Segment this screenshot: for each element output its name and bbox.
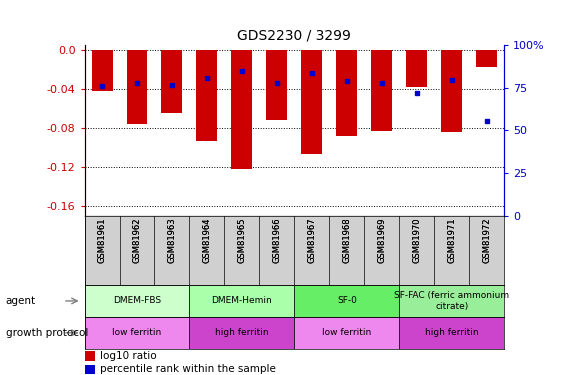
Bar xyxy=(85,317,189,349)
Text: GSM81963: GSM81963 xyxy=(167,218,177,263)
Title: GDS2230 / 3299: GDS2230 / 3299 xyxy=(237,28,352,42)
Bar xyxy=(301,50,322,154)
Bar xyxy=(85,285,189,317)
Text: GSM81961: GSM81961 xyxy=(97,218,107,263)
Text: low ferritin: low ferritin xyxy=(113,328,161,338)
Text: SF-FAC (ferric ammonium
citrate): SF-FAC (ferric ammonium citrate) xyxy=(394,291,510,310)
Text: GSM81965: GSM81965 xyxy=(237,218,247,263)
Bar xyxy=(189,285,294,317)
Text: GSM81964: GSM81964 xyxy=(202,218,212,263)
Bar xyxy=(196,50,217,141)
Text: SF-0: SF-0 xyxy=(337,296,357,305)
Bar xyxy=(85,351,94,361)
Bar xyxy=(371,50,392,131)
Text: GSM81969: GSM81969 xyxy=(377,218,387,263)
Text: GSM81967: GSM81967 xyxy=(307,218,317,263)
Text: GSM81965: GSM81965 xyxy=(237,218,247,263)
Text: GSM81970: GSM81970 xyxy=(412,218,422,263)
Text: GSM81972: GSM81972 xyxy=(482,218,491,263)
Text: DMEM-Hemin: DMEM-Hemin xyxy=(212,296,272,305)
Bar xyxy=(294,317,399,349)
Bar xyxy=(189,317,294,349)
Text: DMEM-FBS: DMEM-FBS xyxy=(113,296,161,305)
Bar xyxy=(161,50,182,113)
Text: GSM81971: GSM81971 xyxy=(447,218,456,263)
Text: GSM81966: GSM81966 xyxy=(272,218,282,263)
Bar xyxy=(406,50,427,87)
Text: GSM81968: GSM81968 xyxy=(342,218,352,263)
Text: GSM81962: GSM81962 xyxy=(132,218,142,263)
Text: percentile rank within the sample: percentile rank within the sample xyxy=(100,364,276,374)
Text: GSM81962: GSM81962 xyxy=(132,218,142,263)
Bar xyxy=(399,285,504,317)
Bar xyxy=(231,50,252,169)
Text: GSM81963: GSM81963 xyxy=(167,218,177,263)
Bar xyxy=(266,50,287,120)
Text: GSM81972: GSM81972 xyxy=(482,218,491,263)
Text: GSM81969: GSM81969 xyxy=(377,218,387,263)
Text: GSM81961: GSM81961 xyxy=(97,218,107,263)
Text: log10 ratio: log10 ratio xyxy=(100,351,156,361)
Text: growth protocol: growth protocol xyxy=(6,328,88,338)
Bar xyxy=(294,285,399,317)
Bar xyxy=(127,50,147,124)
Text: GSM81966: GSM81966 xyxy=(272,218,282,263)
Bar xyxy=(441,50,462,132)
Text: low ferritin: low ferritin xyxy=(322,328,371,338)
Text: GSM81964: GSM81964 xyxy=(202,218,212,263)
Text: high ferritin: high ferritin xyxy=(215,328,269,338)
Bar xyxy=(85,364,94,374)
Text: GSM81971: GSM81971 xyxy=(447,218,456,263)
Bar xyxy=(336,50,357,136)
Text: GSM81970: GSM81970 xyxy=(412,218,422,263)
Text: GSM81968: GSM81968 xyxy=(342,218,352,263)
Text: high ferritin: high ferritin xyxy=(425,328,479,338)
Bar xyxy=(92,50,113,91)
Text: GSM81967: GSM81967 xyxy=(307,218,317,263)
Bar xyxy=(476,50,497,68)
Text: agent: agent xyxy=(6,296,36,306)
Bar xyxy=(399,317,504,349)
